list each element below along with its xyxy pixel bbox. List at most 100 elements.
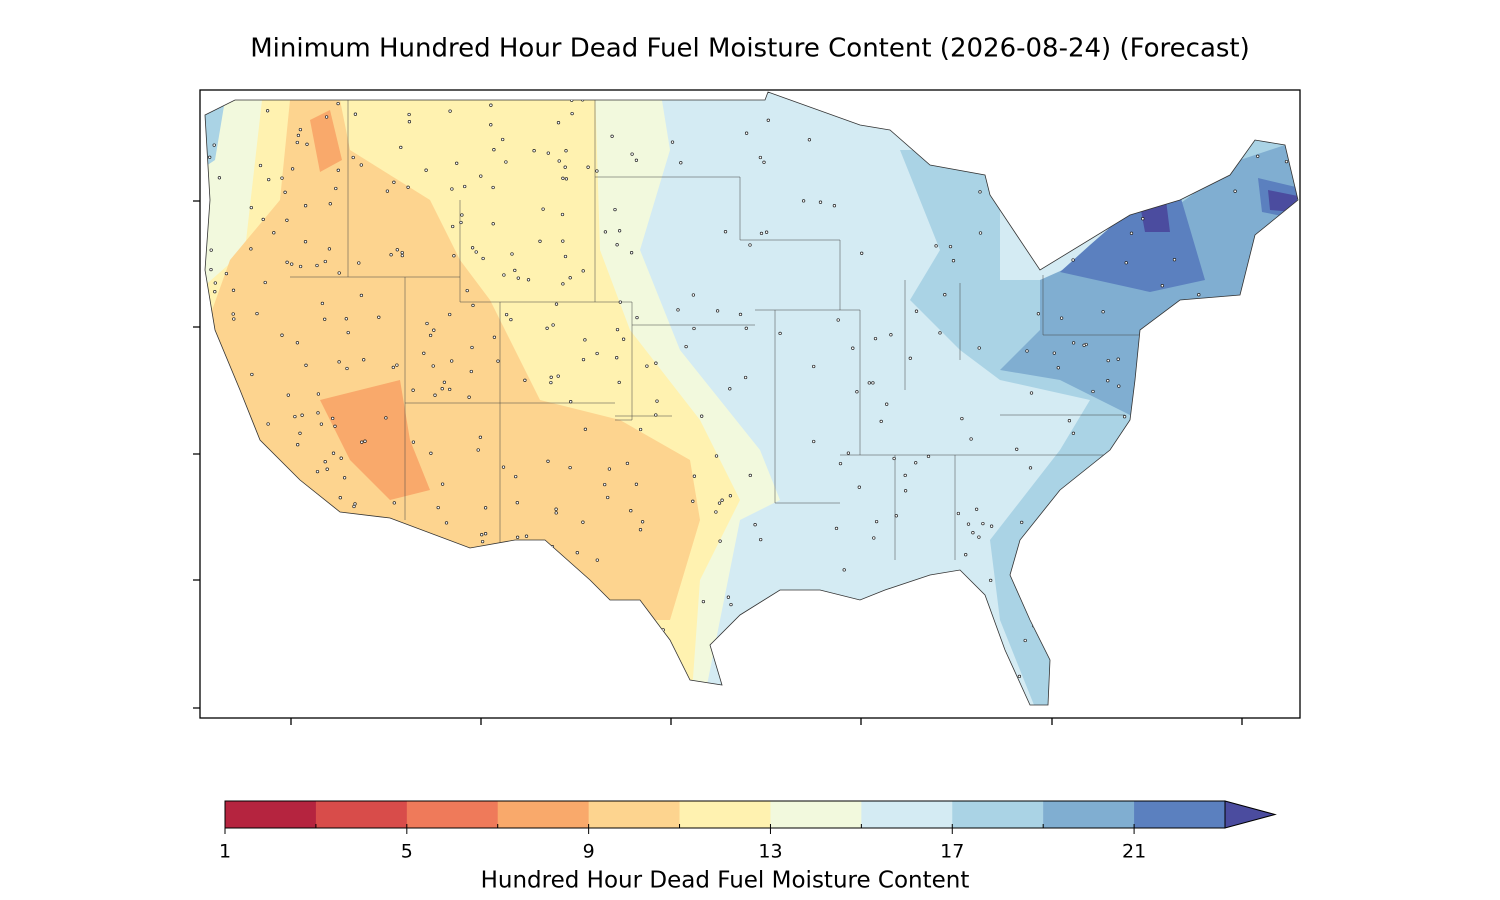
station-dot — [526, 278, 531, 282]
station-dot — [872, 536, 876, 540]
station-dot — [840, 607, 845, 612]
station-dot — [625, 461, 630, 466]
station-dot — [316, 411, 320, 415]
station-dot — [362, 358, 366, 362]
station-dot — [603, 230, 608, 234]
station-dot — [634, 482, 639, 486]
station-dot — [1156, 349, 1161, 353]
moisture-region — [320, 380, 430, 500]
station-dot — [439, 640, 444, 644]
station-dot — [1251, 475, 1255, 479]
station-dot — [467, 395, 471, 399]
station-dot — [320, 301, 325, 306]
station-dot — [934, 244, 938, 248]
station-dot — [424, 168, 428, 172]
colorbar-segment — [588, 801, 681, 828]
station-dot — [1091, 666, 1095, 670]
station-dot — [215, 94, 220, 98]
station-dot — [345, 366, 349, 371]
station-dot — [440, 482, 445, 486]
station-dot — [798, 615, 803, 619]
station-dot — [1204, 359, 1208, 364]
station-dot — [205, 100, 208, 105]
station-dot — [583, 427, 588, 431]
station-dot — [1125, 540, 1129, 544]
station-dot — [502, 688, 506, 693]
station-dot — [267, 629, 271, 634]
station-dot — [324, 115, 329, 119]
station-dot — [744, 326, 748, 330]
station-dot — [1174, 487, 1178, 491]
station-dot — [357, 653, 362, 657]
station-dot — [867, 381, 871, 385]
station-dot — [389, 253, 393, 257]
station-dot — [1029, 391, 1034, 395]
station-dot — [422, 351, 426, 355]
station-dot — [921, 614, 926, 618]
station-dot — [489, 103, 493, 107]
station-dot — [452, 254, 456, 258]
station-dot — [1093, 567, 1097, 571]
station-dot — [346, 330, 350, 335]
station-dot — [617, 229, 622, 233]
station-dot — [463, 184, 467, 189]
station-dot — [1151, 658, 1155, 662]
station-dot — [359, 163, 363, 167]
station-dot — [207, 407, 211, 412]
station-dot — [337, 360, 341, 364]
station-dot — [373, 662, 377, 667]
station-dot — [298, 127, 303, 132]
station-dot — [1122, 415, 1127, 419]
station-dot — [1108, 624, 1112, 628]
station-dot — [478, 700, 482, 705]
station-dot — [1295, 416, 1298, 421]
station-dot — [729, 602, 733, 607]
station-dot — [459, 220, 463, 225]
station-dot — [450, 359, 454, 363]
station-dot — [1153, 638, 1157, 643]
station-dot — [336, 168, 340, 172]
station-dot — [290, 167, 295, 171]
station-dot — [336, 634, 340, 638]
station-dot — [323, 259, 327, 264]
station-dot — [759, 231, 764, 236]
station-dot — [429, 451, 433, 455]
station-dot — [208, 155, 212, 159]
station-dot — [1216, 486, 1220, 490]
moisture-region — [310, 110, 342, 172]
station-dot — [450, 187, 454, 191]
station-dot — [1059, 316, 1064, 320]
station-dot — [728, 494, 733, 498]
station-dot — [778, 331, 782, 336]
station-dot — [896, 605, 900, 609]
station-dot — [691, 499, 695, 503]
station-dot — [263, 280, 267, 285]
station-dot — [554, 511, 558, 515]
station-dot — [325, 467, 329, 471]
station-dot — [801, 199, 806, 203]
station-dot — [286, 393, 290, 397]
station-dot — [464, 570, 469, 575]
station-dot — [280, 333, 284, 337]
station-dot — [851, 634, 856, 639]
colorbar-segment — [1043, 801, 1135, 828]
station-dot — [238, 436, 242, 440]
station-dot — [222, 400, 226, 404]
station-dot — [315, 263, 319, 268]
station-dot — [842, 568, 846, 572]
station-dot — [885, 402, 889, 406]
station-dot — [1123, 692, 1127, 696]
station-dot — [300, 413, 304, 417]
station-dot — [1267, 469, 1271, 473]
station-dot — [541, 207, 545, 211]
station-dot — [818, 200, 823, 204]
station-dot — [287, 656, 291, 661]
station-dot — [334, 602, 339, 606]
station-dot — [1073, 132, 1077, 136]
station-dot — [836, 318, 840, 322]
station-dot — [469, 369, 473, 374]
station-dot — [221, 483, 225, 487]
station-dot — [402, 95, 406, 99]
station-dot — [1109, 544, 1113, 548]
station-dot — [846, 451, 851, 455]
